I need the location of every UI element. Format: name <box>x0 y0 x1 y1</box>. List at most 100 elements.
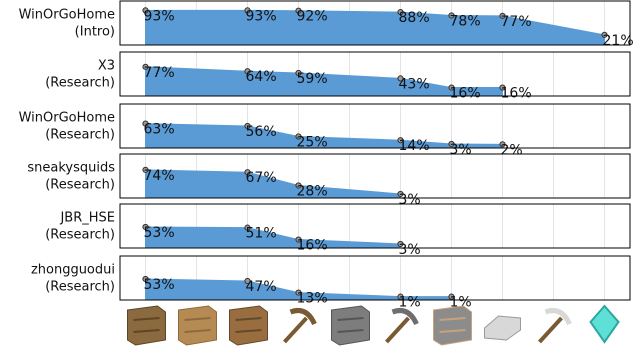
icon-handle <box>283 316 308 344</box>
panel-frame <box>119 255 631 301</box>
value-label: 16% <box>297 238 328 254</box>
icon-detail <box>439 317 466 321</box>
value-label: 56% <box>246 124 277 140</box>
value-label: 77% <box>144 65 175 81</box>
point-marker <box>244 224 251 231</box>
icon-block <box>127 305 166 346</box>
point-marker <box>142 275 149 283</box>
panel-frame <box>119 153 631 199</box>
panel-frame <box>119 0 631 46</box>
point-marker <box>295 7 302 14</box>
area <box>145 9 605 45</box>
item-icon <box>331 305 370 346</box>
icon-block <box>229 305 268 346</box>
value-label: 28% <box>297 183 328 199</box>
item-icon <box>385 308 419 344</box>
value-label: 53% <box>144 277 175 293</box>
row-label: (Research) <box>45 76 115 91</box>
panel-frame <box>119 203 631 249</box>
point-marker <box>244 169 251 176</box>
point-marker <box>142 120 149 127</box>
row-label: (Research) <box>45 228 115 243</box>
icon-head <box>544 308 572 326</box>
point-marker <box>499 84 506 91</box>
point-marker <box>448 293 455 300</box>
value-label: 14% <box>399 138 430 154</box>
value-label: 16% <box>450 86 481 102</box>
point-marker <box>448 140 455 148</box>
value-label: 74% <box>144 168 175 184</box>
row-label: (Research) <box>45 280 115 295</box>
panel-frame <box>119 51 631 97</box>
item-icon <box>283 308 317 344</box>
item-icon <box>433 305 472 346</box>
value-label: 93% <box>144 8 175 24</box>
row-label: X3 <box>98 59 115 74</box>
value-label: 51% <box>246 226 277 242</box>
row-label: (Research) <box>45 128 115 143</box>
value-label: 93% <box>246 8 277 24</box>
icon-detail <box>439 329 466 333</box>
icon-gem <box>589 304 620 344</box>
point-marker <box>397 137 404 144</box>
icon-detail <box>337 317 364 321</box>
panel-frame <box>119 103 631 149</box>
value-label: 16% <box>501 86 532 102</box>
point-marker <box>397 190 404 198</box>
item-icon <box>127 305 166 346</box>
row-label: (Intro) <box>75 25 115 40</box>
value-label: 88% <box>399 10 430 26</box>
point-marker <box>244 68 251 75</box>
row-label: WinOrGoHome <box>19 111 115 126</box>
icon-detail <box>337 329 364 333</box>
icon-detail <box>184 317 211 321</box>
icon-handle <box>538 316 563 344</box>
point-marker <box>397 75 404 82</box>
value-label: 53% <box>144 225 175 241</box>
point-marker <box>142 7 149 14</box>
point-marker <box>244 122 251 130</box>
point-marker <box>295 289 302 296</box>
value-label: 92% <box>297 9 328 25</box>
icon-detail <box>133 329 160 333</box>
value-label: 2% <box>501 142 523 158</box>
row-label: (Research) <box>45 178 115 193</box>
value-label: 3% <box>450 142 472 158</box>
point-marker <box>244 277 251 285</box>
point-marker <box>142 166 149 173</box>
icon-head <box>289 308 317 326</box>
icon-block <box>178 305 217 346</box>
item-icon <box>484 315 521 341</box>
point-marker <box>142 63 149 70</box>
icon-detail <box>235 317 262 321</box>
value-label: 78% <box>450 13 481 29</box>
value-label: 63% <box>144 122 175 138</box>
point-marker <box>397 8 404 16</box>
point-marker <box>397 293 404 300</box>
item-icon <box>178 305 217 346</box>
point-marker <box>448 84 455 91</box>
value-label: 1% <box>399 295 421 311</box>
point-marker <box>295 69 302 77</box>
value-label: 64% <box>246 69 277 85</box>
point-marker <box>295 236 302 243</box>
point-marker <box>295 133 302 140</box>
value-label: 47% <box>246 279 277 295</box>
value-label: 77% <box>501 14 532 30</box>
point-marker <box>499 141 506 148</box>
value-label: 3% <box>399 242 421 258</box>
point-marker <box>244 7 251 14</box>
point-marker <box>601 31 608 38</box>
value-label: 59% <box>297 71 328 87</box>
point-marker <box>142 223 149 231</box>
value-label: 13% <box>297 291 328 307</box>
row-label: WinOrGoHome <box>19 8 115 23</box>
row-label: JBR_HSE <box>59 211 115 226</box>
value-label: 67% <box>246 170 277 186</box>
point-marker <box>397 240 404 248</box>
icon-detail <box>133 317 160 321</box>
icon-head <box>391 308 419 326</box>
item-icon <box>538 308 572 344</box>
icon-handle <box>385 316 410 344</box>
